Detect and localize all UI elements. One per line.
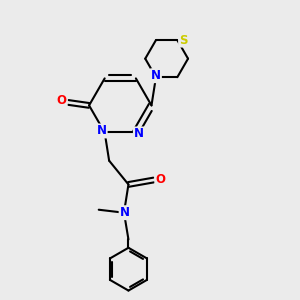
Text: O: O [155,173,165,187]
Text: S: S [179,34,188,46]
Text: N: N [97,124,107,137]
Text: N: N [134,128,144,140]
Text: O: O [57,94,67,107]
Text: N: N [120,206,130,219]
Text: N: N [151,69,161,82]
